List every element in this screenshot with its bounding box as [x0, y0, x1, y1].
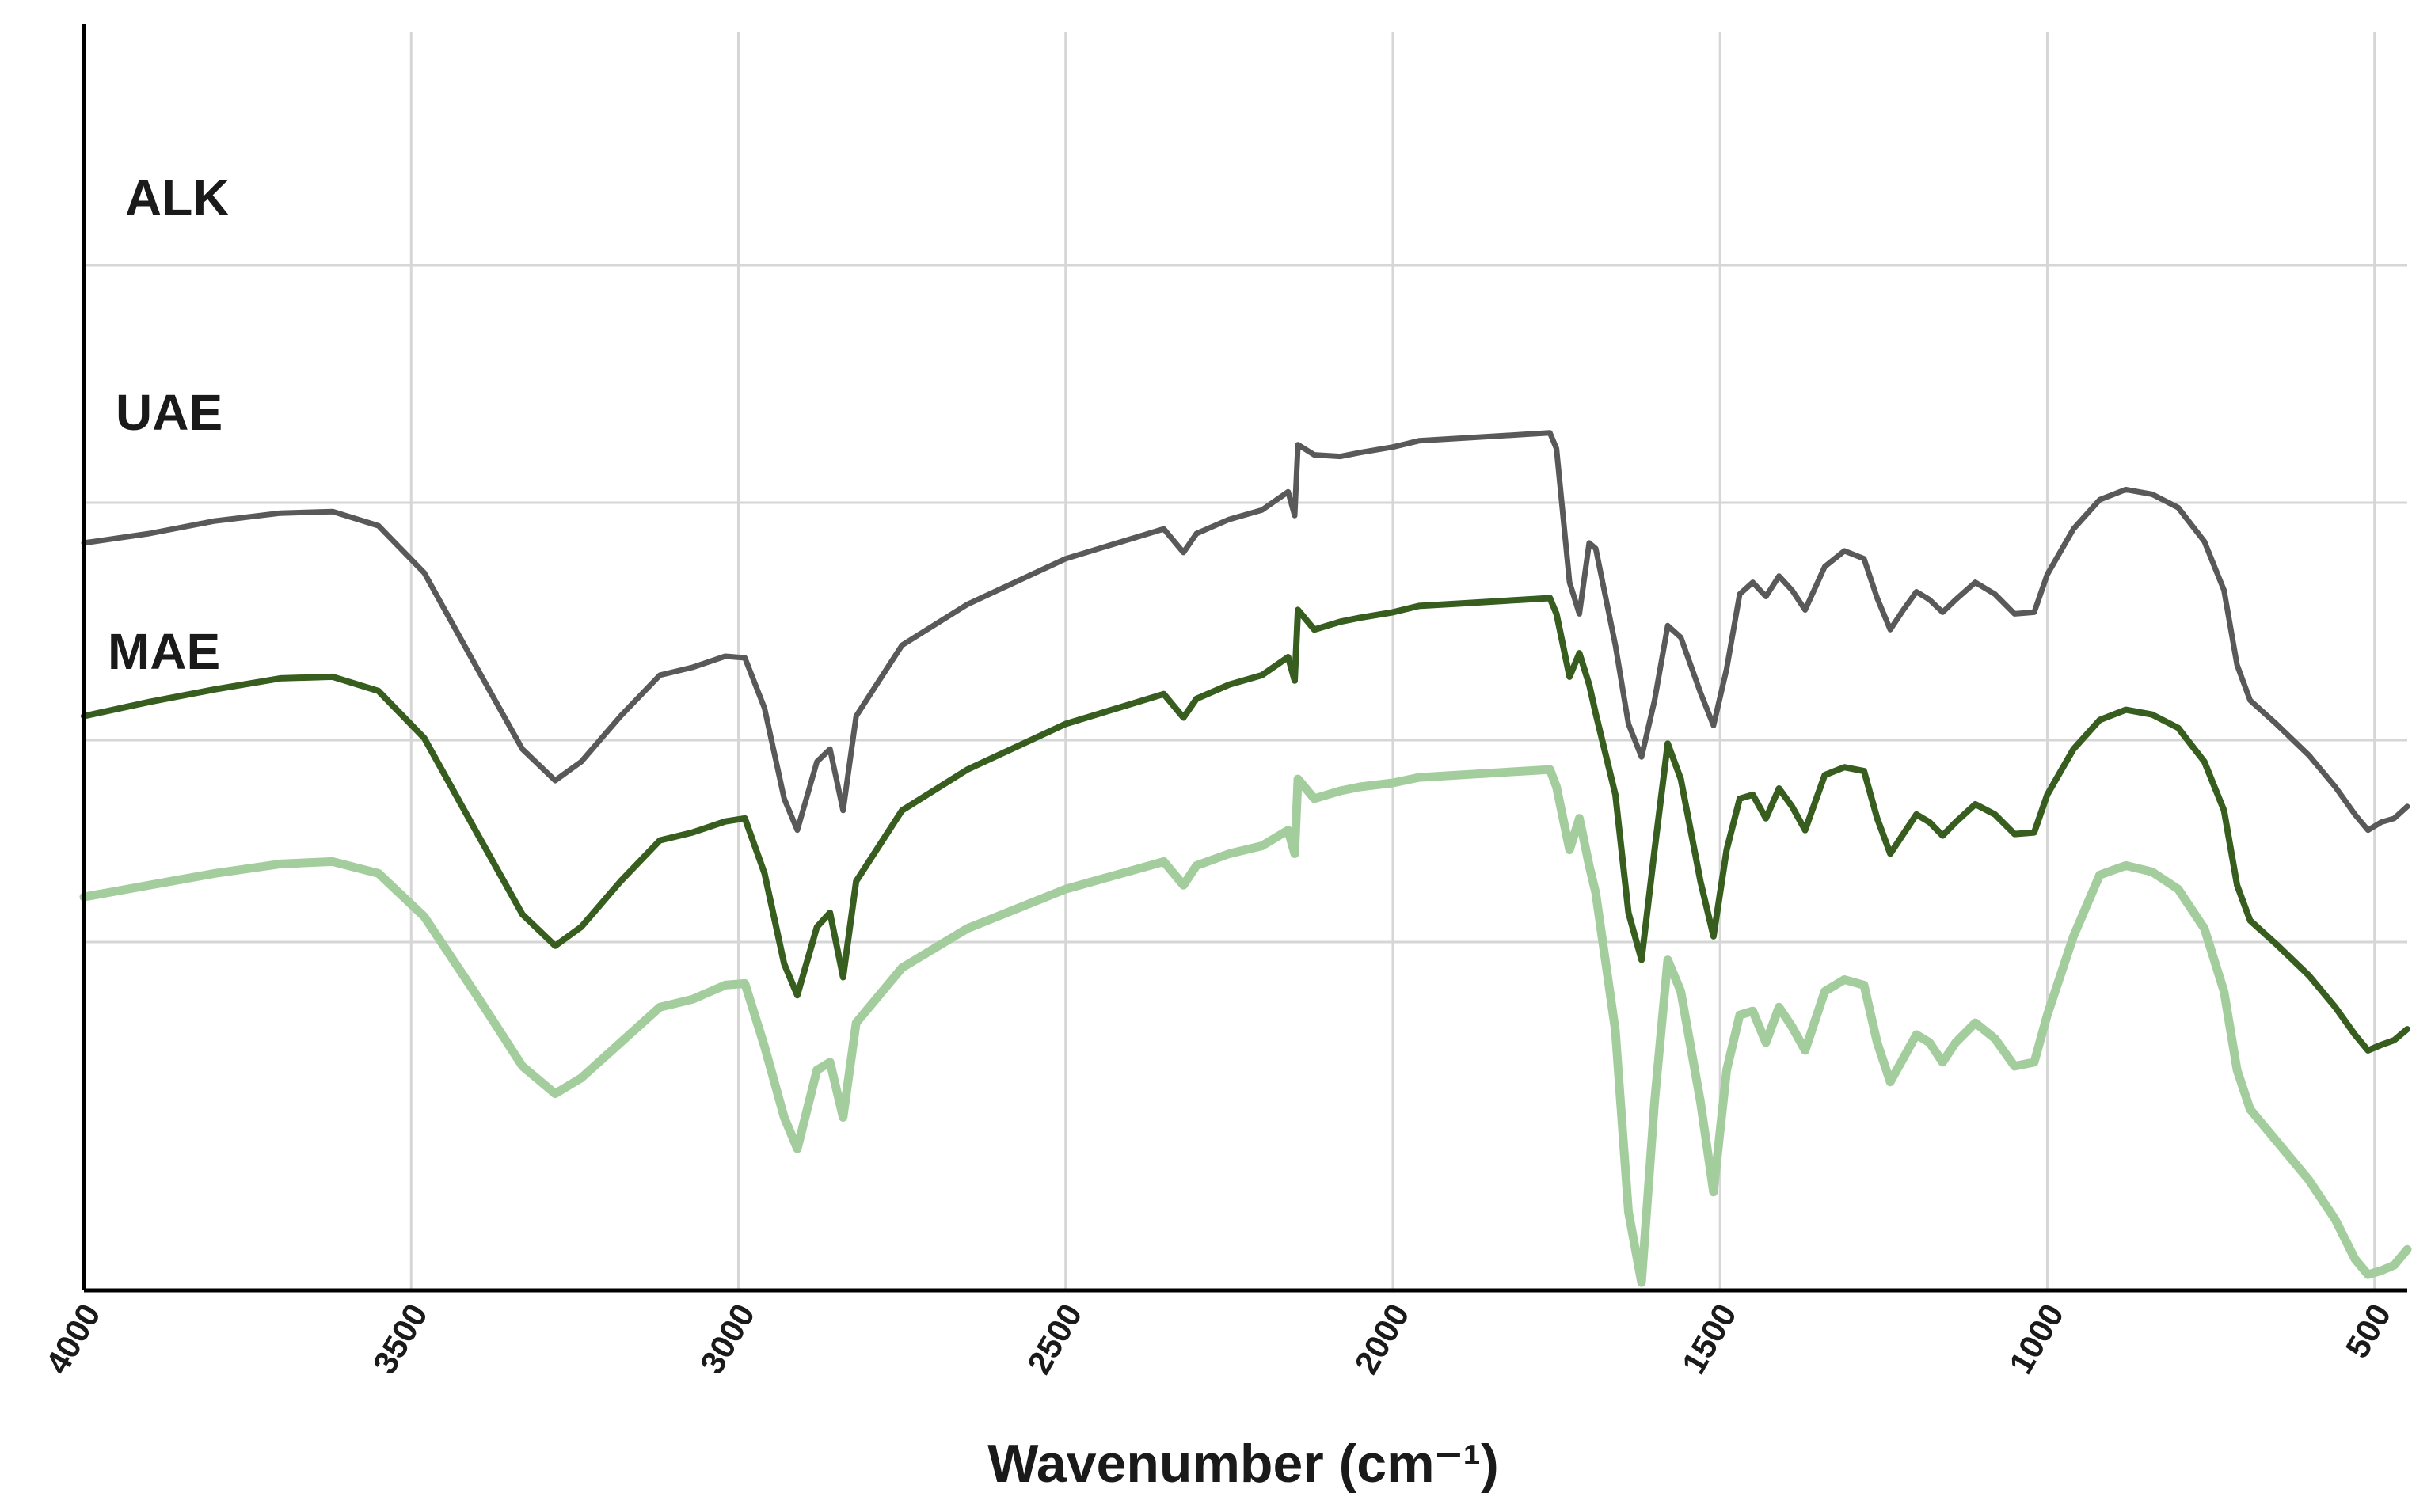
x-axis-title: Wavenumber (cm⁻¹) — [987, 1434, 1498, 1494]
series-label-alk: ALK — [125, 169, 230, 226]
horizontal-gridlines — [84, 264, 2407, 944]
series-line-uae — [81, 595, 2410, 1054]
series-labels: ALK UAE MAE — [108, 169, 230, 680]
x-tick-label: 2500 — [1020, 1297, 1089, 1380]
series-line-mae — [79, 765, 2412, 1287]
vertical-gridlines — [82, 32, 2376, 1290]
x-tick-label: 3500 — [366, 1297, 435, 1380]
series-label-mae: MAE — [108, 623, 220, 680]
series-label-uae: UAE — [116, 384, 223, 441]
x-tick-label: 500 — [2338, 1297, 2399, 1364]
x-tick-label: 1500 — [1675, 1297, 1744, 1380]
series-layer — [79, 430, 2412, 1287]
x-tick-label: 3000 — [693, 1297, 762, 1380]
series-line-alk — [81, 430, 2410, 834]
x-tick-label: 2000 — [1347, 1297, 1416, 1380]
x-tick-label: 4000 — [38, 1297, 107, 1380]
x-tick-labels: 4000 3500 3000 2500 2000 1500 1000 500 — [38, 1297, 2398, 1380]
x-tick-label: 1000 — [2002, 1297, 2071, 1380]
